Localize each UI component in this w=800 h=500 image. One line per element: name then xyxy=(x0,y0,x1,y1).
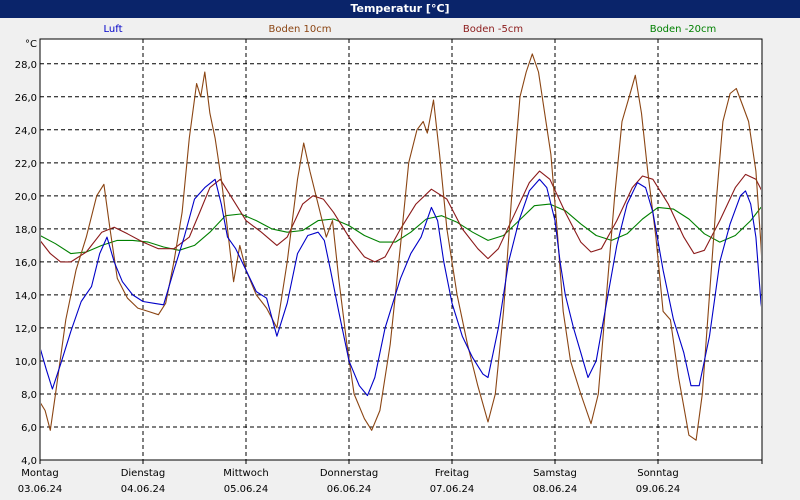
plot-area xyxy=(39,38,763,461)
x-tick-day: Samstag xyxy=(533,468,577,479)
series-line-boden-10cm xyxy=(41,53,761,441)
x-tick-date: 08.06.24 xyxy=(533,484,578,495)
window-title: Temperatur [°C] xyxy=(0,0,800,18)
x-tick-day: Dienstag xyxy=(121,468,166,479)
x-tick-day: Freitag xyxy=(435,468,469,479)
temperature-chart: 4,0 6,0 8,0 10,0 12,0 14,0 16,0 18,0 20,0 22,0 24,… xyxy=(0,18,800,500)
x-tick-day: Montag xyxy=(21,468,58,479)
x-tick-date: 09.06.24 xyxy=(636,484,681,495)
legend-label: Boden -5cm xyxy=(463,24,523,35)
grid xyxy=(39,39,763,464)
x-tick-date: 04.06.24 xyxy=(121,484,166,495)
x-tick-date: 06.06.24 xyxy=(327,484,372,495)
y-tick-label: 20,0 xyxy=(15,192,37,203)
y-tick-label: 6,0 xyxy=(21,423,37,434)
y-tick-label: 24,0 xyxy=(15,126,37,137)
series-line-boden-20cm xyxy=(41,203,761,255)
x-tick-day: Sonntag xyxy=(637,468,679,479)
legend-label: Boden 10cm xyxy=(269,24,332,35)
legend-label: Boden -20cm xyxy=(650,24,717,35)
x-tick-date: 07.06.24 xyxy=(430,484,475,495)
axis-labels: 4,0 6,0 8,0 10,0 12,0 14,0 16,0 18,0 20,0 22,0 24,… xyxy=(15,39,681,495)
series-layer xyxy=(41,53,761,441)
y-tick-label: 12,0 xyxy=(15,324,37,335)
series-line-boden-5cm xyxy=(41,170,761,263)
x-tick-day: Mittwoch xyxy=(223,468,268,479)
y-tick-label: 16,0 xyxy=(15,258,37,269)
legend-label: Luft xyxy=(104,24,123,35)
legend: Luft Boden 10cm Boden -5cm Boden -20cm xyxy=(104,24,717,35)
y-tick-label: 14,0 xyxy=(15,291,37,302)
y-tick-label: 4,0 xyxy=(21,456,37,467)
y-tick-label: 22,0 xyxy=(15,159,37,170)
y-tick-label: 26,0 xyxy=(15,93,37,104)
y-axis-unit: °C xyxy=(25,39,37,50)
y-tick-label: 18,0 xyxy=(15,225,37,236)
x-tick-date: 03.06.24 xyxy=(18,484,63,495)
x-tick-day: Donnerstag xyxy=(320,468,378,479)
y-tick-label: 8,0 xyxy=(21,390,37,401)
series-line-luft xyxy=(41,178,761,397)
y-tick-label: 28,0 xyxy=(15,60,37,71)
y-tick-label: 10,0 xyxy=(15,357,37,368)
x-tick-date: 05.06.24 xyxy=(224,484,269,495)
